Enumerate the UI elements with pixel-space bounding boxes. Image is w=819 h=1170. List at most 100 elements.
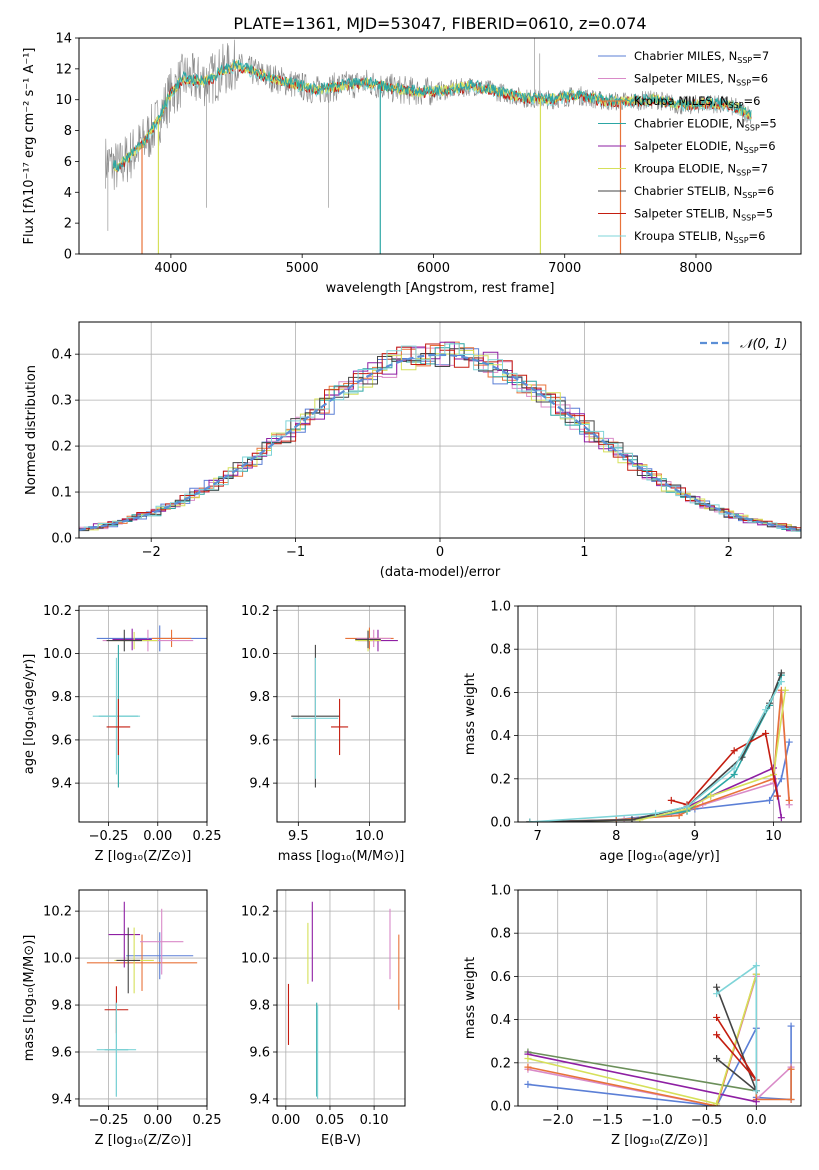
legend-label: Kroupa MILES, NSSP=6 <box>634 94 760 110</box>
y-tick-label: 0.1 <box>51 486 72 501</box>
legend-label-tail: =5 <box>756 207 773 221</box>
histogram-8 <box>83 343 801 532</box>
series-marker <box>524 1054 532 1062</box>
errorbar-point <box>108 901 141 968</box>
ebv-mass-axes <box>277 890 405 1106</box>
series-marker <box>667 796 675 804</box>
legend-label: 𝒩(0, 1) <box>740 337 787 352</box>
errorbar-point <box>112 628 152 651</box>
series-marker <box>730 764 738 772</box>
legend-label: Salpeter MILES, NSSP=6 <box>634 72 768 88</box>
legend-label-main: Salpeter ELODIE, N <box>634 139 744 153</box>
series-marker <box>683 803 691 811</box>
series-line <box>527 1053 757 1103</box>
x-tick-label: 6000 <box>417 261 450 276</box>
legend-label-tail: =6 <box>744 94 761 108</box>
y-tick-label: 14 <box>55 32 72 47</box>
residuals-legend: 𝒩(0, 1) <box>700 337 787 352</box>
series-marker <box>785 738 793 746</box>
series-marker <box>766 796 774 804</box>
x-tick-label: 8000 <box>679 261 712 276</box>
y-tick-label: 0.6 <box>490 970 511 985</box>
z-mass-border <box>78 889 208 1107</box>
legend-label-sub: SSP <box>737 56 752 65</box>
y-tick-label: 2 <box>64 217 72 232</box>
errorbar-point <box>140 908 184 975</box>
y-tick-label: 10.2 <box>241 604 270 619</box>
legend-label-tail: =6 <box>757 184 774 198</box>
x-tick-label: −2.0 <box>542 1113 574 1128</box>
series-marker <box>787 1022 795 1030</box>
legend-label-sub: SSP <box>742 191 757 200</box>
errorbar-point <box>106 629 143 652</box>
series-marker <box>773 792 781 800</box>
errorbar-point <box>292 657 339 779</box>
x-tick-label: 0.25 <box>193 1113 222 1128</box>
y-tick-label: 0.4 <box>490 729 511 744</box>
series-marker <box>781 686 789 694</box>
spectrum-marks <box>105 38 752 254</box>
y-tick-label: 9.4 <box>51 1092 72 1107</box>
series-marker <box>713 983 721 991</box>
y-tick-label: 9.8 <box>51 999 72 1014</box>
legend-label-main: Chabrier ELODIE, N <box>634 117 745 131</box>
legend-label: Chabrier STELIB, NSSP=6 <box>634 184 774 200</box>
residuals-frame: −2 −1 0 1 2 0.0 0.1 0.2 0.3 0.4 (data-model)/error… <box>24 321 802 580</box>
y-tick-label: 0.4 <box>490 1013 511 1028</box>
y-tick-label: 6 <box>64 155 72 170</box>
x-tick-label: 0.05 <box>315 1113 344 1128</box>
series-marker <box>730 770 738 778</box>
mass-age-frame: 9.5 10.0 9.4 9.6 9.8 10.0 10.2 mass [log₁₀(M/M⊙… <box>241 604 406 864</box>
errorbar-point <box>86 934 198 991</box>
legend-label-sub: SSP <box>741 214 756 223</box>
series-marker <box>713 990 721 998</box>
legend-label-tail: =7 <box>752 49 769 63</box>
series-marker <box>787 1065 795 1073</box>
y-tick-label: 1.0 <box>490 600 511 615</box>
errorbar-point <box>116 927 141 994</box>
x-tick-label: 0 <box>436 545 444 560</box>
x-tick-label: 0.25 <box>193 829 222 844</box>
x-tick-label: −0.5 <box>691 1113 723 1128</box>
series-marker <box>752 1098 760 1106</box>
legend-label-sub: SSP <box>745 124 760 133</box>
series-marker <box>707 792 715 800</box>
y-tick-label: 0.0 <box>490 816 511 831</box>
x-tick-label: 0.0 <box>746 1113 767 1128</box>
series-marker <box>652 809 660 817</box>
series-marker <box>787 1096 795 1104</box>
series-marker <box>777 814 785 822</box>
y-tick-label: 0.8 <box>490 643 511 658</box>
x-tick-label: 7 <box>534 829 542 844</box>
x-tick-label: 7000 <box>548 261 581 276</box>
x-axis-label: Z [log₁₀(Z/Z⊙)] <box>95 849 192 864</box>
x-tick-label: −1.5 <box>592 1113 624 1128</box>
y-tick-label: 0.2 <box>51 440 72 455</box>
x-tick-label: 4000 <box>154 261 187 276</box>
histogram-7 <box>79 343 801 532</box>
y-tick-label: 10 <box>55 93 72 108</box>
x-tick-label: 0.00 <box>143 829 172 844</box>
errorbar-point <box>151 629 192 648</box>
legend-label-sub: SSP <box>736 169 751 178</box>
series-marker <box>730 747 738 755</box>
legend-label: Chabrier ELODIE, NSSP=5 <box>634 117 777 133</box>
series-marker <box>762 706 770 714</box>
legend-label-tail: =6 <box>751 72 768 86</box>
age-weight-marks <box>526 669 793 822</box>
z-mass-frame: −0.25 0.00 0.25 9.4 9.6 9.8 10.0 10.2 Z [log₁₀(Z… <box>22 889 222 1148</box>
x-axis-label: age [log₁₀(age/yr)] <box>599 849 720 864</box>
y-axis-label: Flux [fλ10⁻¹⁷ erg cm⁻² s⁻¹ A⁻¹] <box>22 48 37 245</box>
legend-label-tail: =6 <box>749 229 766 243</box>
series-marker <box>777 669 785 677</box>
legend-label: Kroupa ELODIE, NSSP=7 <box>634 162 768 178</box>
mass-age-border <box>276 605 406 823</box>
x-tick-label: 9.5 <box>288 829 309 844</box>
errorbar-point <box>355 630 381 649</box>
legend-label-main: Salpeter STELIB, N <box>634 207 741 221</box>
z-age-border <box>78 605 208 823</box>
y-tick-label: 9.4 <box>249 777 270 792</box>
series-line <box>527 1051 757 1092</box>
y-tick-label: 8 <box>64 124 72 139</box>
legend-label-tail: =6 <box>759 139 776 153</box>
